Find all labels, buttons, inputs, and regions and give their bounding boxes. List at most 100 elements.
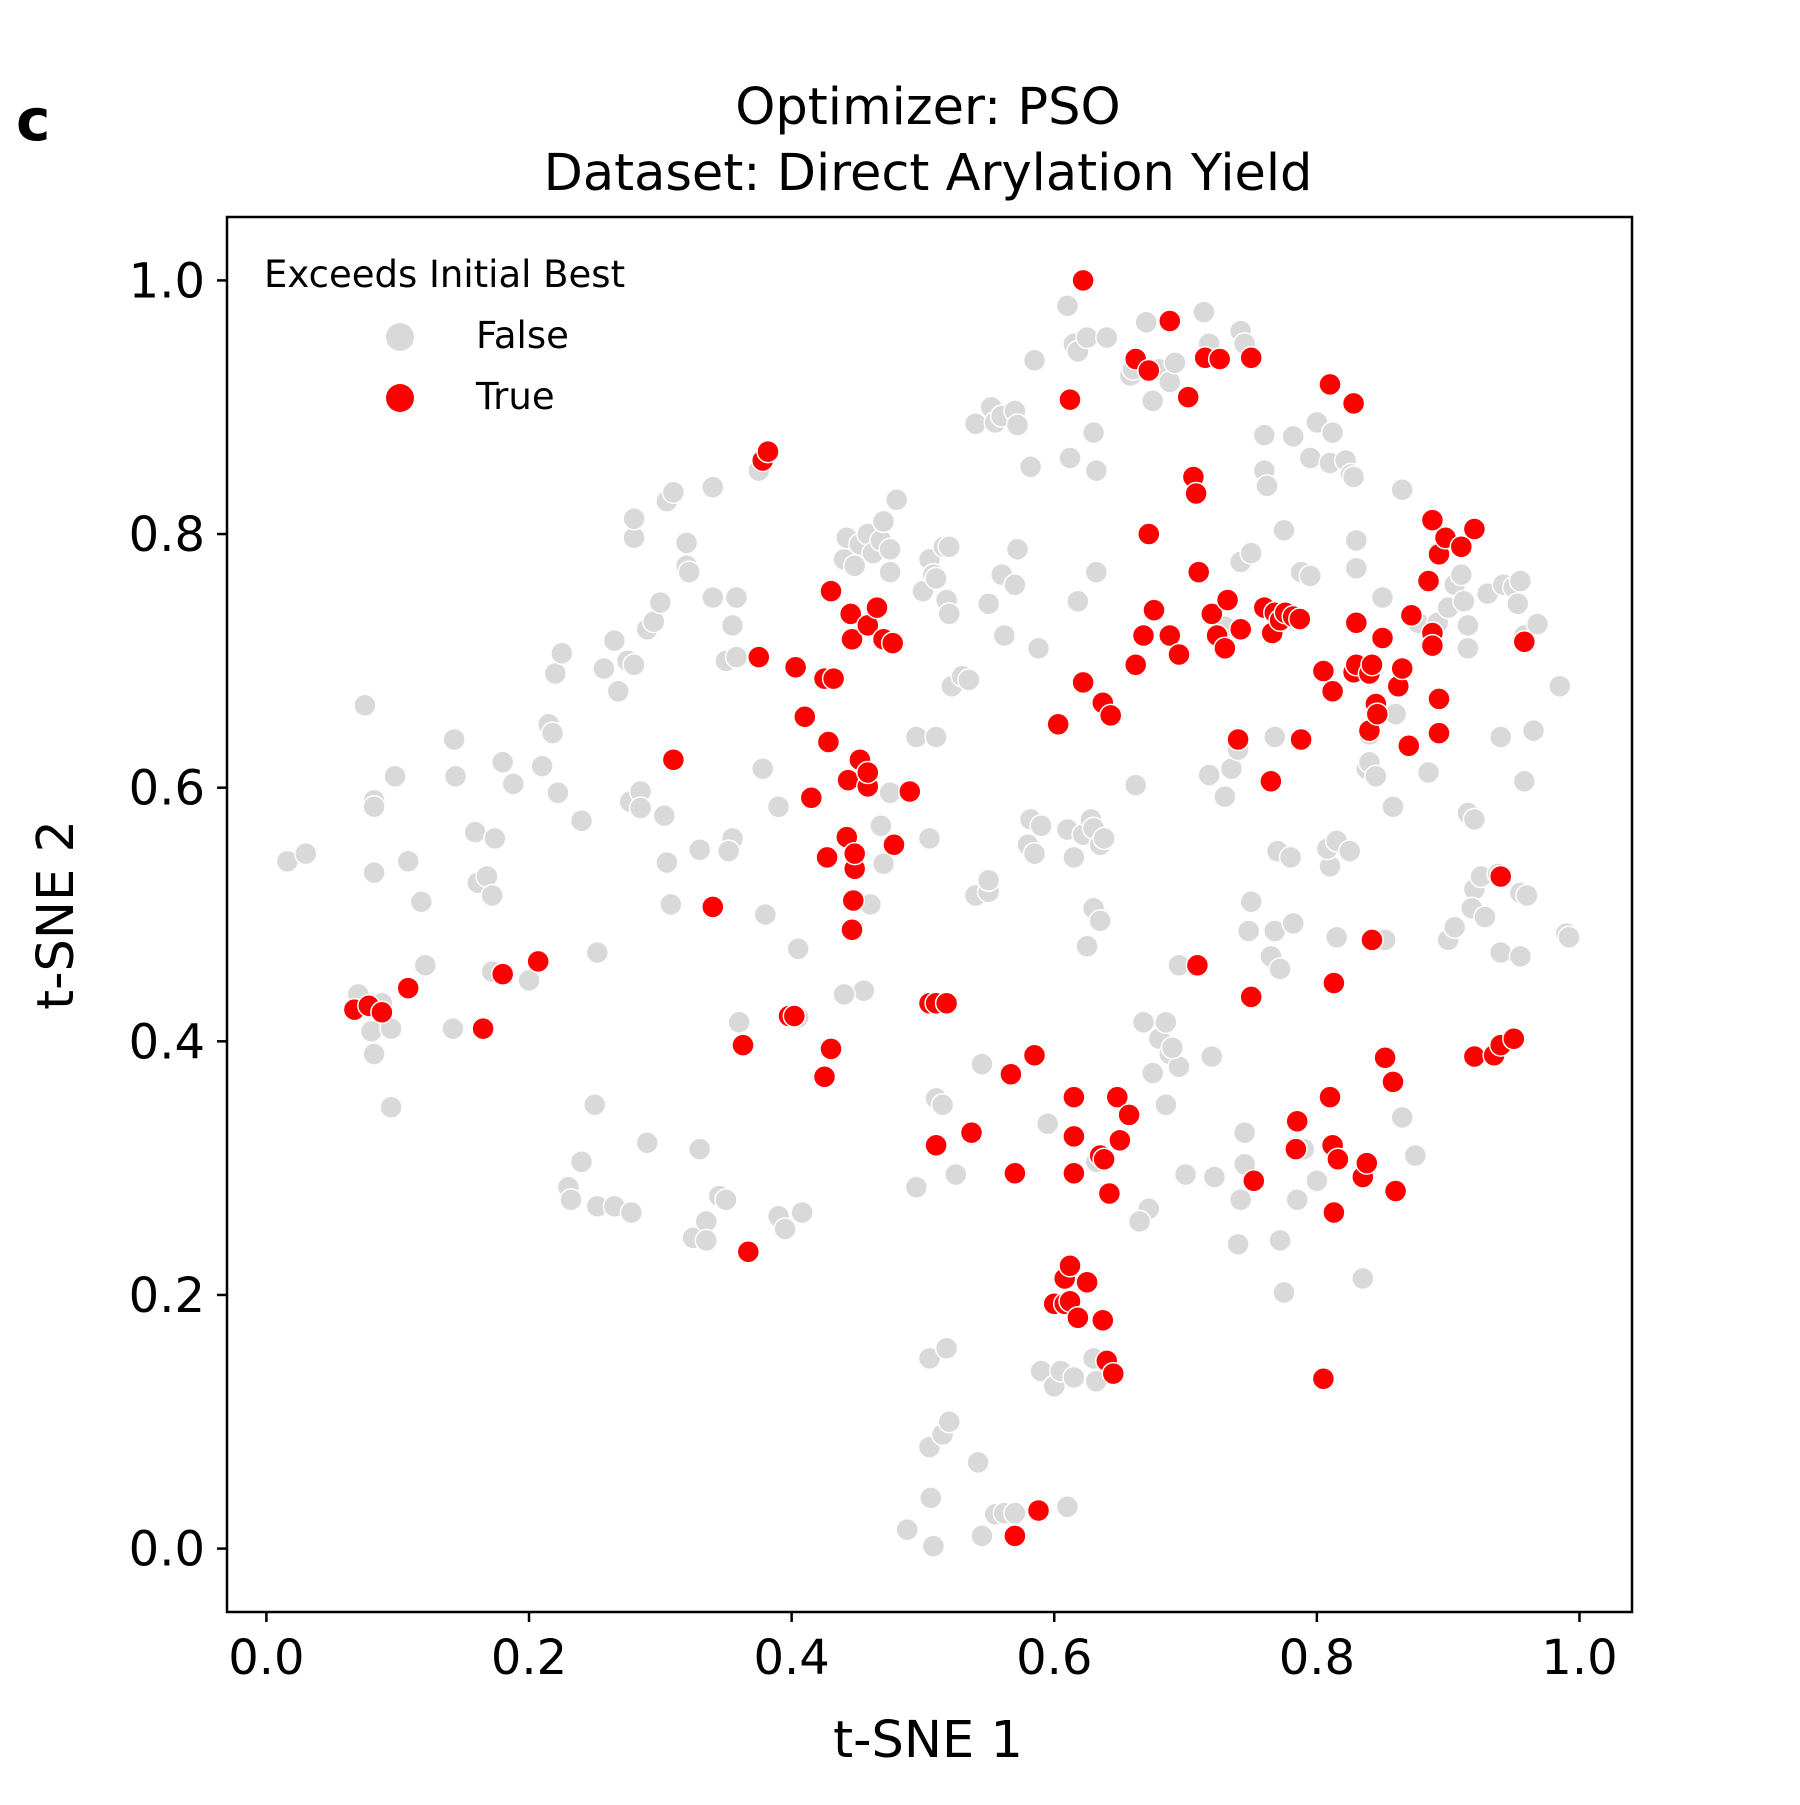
legend-marker-false bbox=[386, 323, 414, 351]
data-point-true-57 bbox=[1058, 1254, 1082, 1278]
data-point-true-51 bbox=[1022, 1043, 1047, 1068]
data-point-false-38 bbox=[559, 1188, 583, 1212]
data-point-true-137 bbox=[1381, 1070, 1405, 1094]
data-point-true-42 bbox=[898, 779, 922, 804]
data-point-false-296 bbox=[1506, 592, 1530, 616]
data-point-false-209 bbox=[1192, 300, 1216, 324]
data-point-false-195 bbox=[1163, 351, 1187, 375]
data-point-false-297 bbox=[1508, 944, 1533, 969]
data-point-false-280 bbox=[1449, 562, 1474, 587]
data-point-false-79 bbox=[724, 645, 749, 669]
data-point-false-234 bbox=[1268, 957, 1292, 981]
data-point-false-19 bbox=[501, 772, 526, 796]
data-point-false-58 bbox=[622, 507, 646, 531]
data-point-false-5 bbox=[362, 860, 386, 885]
data-point-true-49 bbox=[1003, 1161, 1027, 1185]
legend-label-true: True bbox=[475, 375, 555, 418]
data-point-false-138 bbox=[963, 411, 988, 436]
data-point-true-27 bbox=[836, 768, 860, 792]
data-point-false-158 bbox=[1022, 841, 1047, 866]
data-point-true-140 bbox=[1390, 656, 1414, 681]
data-point-false-22 bbox=[530, 754, 554, 778]
data-point-true-158 bbox=[1512, 630, 1537, 654]
data-point-true-120 bbox=[1322, 971, 1346, 995]
data-point-true-121 bbox=[1322, 1200, 1346, 1225]
data-point-false-99 bbox=[878, 560, 902, 584]
data-point-true-142 bbox=[1399, 603, 1424, 627]
data-point-false-233 bbox=[1239, 890, 1263, 914]
data-point-true-65 bbox=[1071, 670, 1095, 695]
data-point-false-289 bbox=[1473, 905, 1497, 929]
data-point-true-134 bbox=[1365, 702, 1390, 726]
data-point-false-68 bbox=[694, 1228, 719, 1253]
data-point-false-97 bbox=[871, 509, 896, 534]
data-point-false-120 bbox=[924, 725, 948, 749]
data-point-false-307 bbox=[1557, 925, 1581, 950]
data-point-false-239 bbox=[1281, 911, 1305, 936]
data-point-true-148 bbox=[1427, 687, 1451, 711]
data-point-true-45 bbox=[934, 991, 959, 1016]
chart-title-line-2: Dataset: Direct Arylation Yield bbox=[544, 144, 1313, 203]
data-point-false-165 bbox=[1055, 294, 1080, 318]
data-point-true-128 bbox=[1355, 1151, 1379, 1175]
data-point-false-16 bbox=[480, 883, 504, 908]
y-tick-label: 0.0 bbox=[129, 1522, 205, 1578]
data-point-false-147 bbox=[1003, 573, 1027, 597]
data-point-false-256 bbox=[1337, 839, 1362, 863]
data-point-false-159 bbox=[1029, 813, 1053, 838]
data-point-true-20 bbox=[815, 845, 839, 870]
data-point-true-77 bbox=[1117, 1103, 1141, 1127]
data-point-false-47 bbox=[622, 652, 646, 677]
data-point-false-87 bbox=[786, 936, 810, 961]
data-point-false-106 bbox=[878, 781, 902, 805]
data-point-true-7 bbox=[661, 748, 686, 772]
data-point-false-285 bbox=[1462, 807, 1487, 832]
data-point-true-46 bbox=[924, 1133, 948, 1158]
data-point-true-24 bbox=[821, 666, 846, 691]
data-point-false-83 bbox=[753, 902, 778, 927]
data-point-false-238 bbox=[1278, 845, 1303, 870]
data-point-false-144 bbox=[976, 592, 1001, 616]
data-point-false-7 bbox=[396, 849, 420, 873]
data-point-false-244 bbox=[1298, 446, 1323, 470]
data-point-true-122 bbox=[1326, 1147, 1350, 1172]
data-point-false-261 bbox=[1351, 1266, 1375, 1291]
data-point-true-8 bbox=[701, 895, 725, 919]
data-point-true-151 bbox=[1449, 534, 1474, 559]
data-point-false-8 bbox=[409, 890, 434, 914]
data-point-false-304 bbox=[1525, 612, 1550, 636]
data-point-false-33 bbox=[543, 661, 568, 686]
panel-label: c bbox=[16, 86, 50, 154]
data-point-false-205 bbox=[1154, 1092, 1178, 1117]
data-point-false-153 bbox=[1018, 455, 1043, 479]
data-point-false-114 bbox=[937, 534, 961, 559]
data-point-false-281 bbox=[1452, 589, 1476, 614]
data-point-true-37 bbox=[856, 760, 880, 785]
data-point-false-63 bbox=[677, 560, 701, 584]
data-point-false-169 bbox=[1081, 420, 1106, 445]
data-point-true-22 bbox=[816, 730, 841, 754]
data-point-false-279 bbox=[1442, 915, 1467, 939]
data-point-true-23 bbox=[819, 1037, 843, 1061]
data-point-false-274 bbox=[1416, 760, 1441, 785]
data-point-false-133 bbox=[921, 1534, 946, 1558]
data-point-false-183 bbox=[1088, 909, 1112, 933]
data-point-true-119 bbox=[1320, 679, 1345, 704]
data-point-true-30 bbox=[841, 888, 866, 913]
data-point-false-229 bbox=[1263, 725, 1287, 749]
data-point-false-98 bbox=[878, 537, 902, 562]
data-point-false-134 bbox=[970, 1524, 994, 1548]
data-point-true-74 bbox=[1101, 1361, 1126, 1386]
data-point-false-42 bbox=[619, 1200, 644, 1225]
data-point-true-61 bbox=[1062, 1124, 1086, 1149]
data-point-true-18 bbox=[799, 786, 824, 810]
x-axis-label: t-SNE 1 bbox=[833, 1711, 1023, 1770]
data-point-false-259 bbox=[1344, 528, 1369, 553]
data-point-false-202 bbox=[1154, 1010, 1178, 1035]
data-point-true-47 bbox=[959, 1120, 984, 1145]
data-point-false-272 bbox=[1403, 1143, 1428, 1168]
data-point-true-31 bbox=[840, 917, 864, 942]
data-point-false-206 bbox=[1160, 1035, 1185, 1060]
data-point-false-168 bbox=[1075, 325, 1099, 350]
